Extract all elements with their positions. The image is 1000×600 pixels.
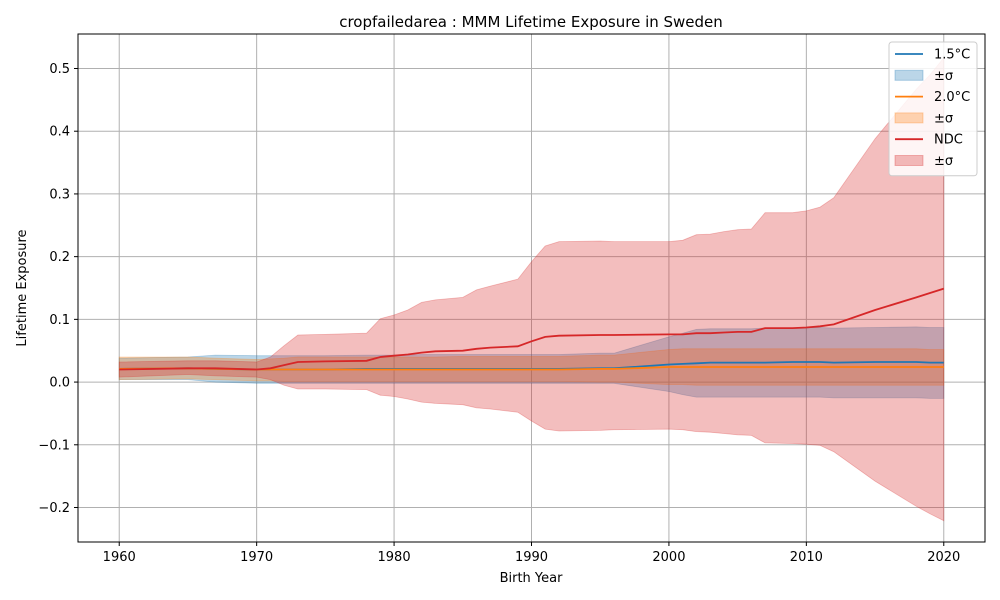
- grid: [78, 34, 985, 542]
- band-ndc: [118, 56, 945, 522]
- legend-band-swatch: [894, 155, 924, 166]
- y-axis-label: Lifetime Exposure: [15, 229, 30, 346]
- legend-label: 1.5°C: [934, 48, 970, 63]
- chart-title: cropfailedarea : MMM Lifetime Exposure i…: [339, 13, 723, 31]
- series-lines: [119, 287, 945, 371]
- legend-box: [888, 41, 978, 177]
- series-bands: [118, 56, 945, 522]
- y-axis-ticks: −0.2 −0.1 0.0 0.1 0.2 0.3 0.4 0.5: [38, 62, 78, 516]
- legend-label: ±σ: [934, 154, 953, 169]
- legend-label: NDC: [934, 133, 963, 148]
- y-tick-label: 0.3: [49, 187, 70, 202]
- y-tick-label: −0.1: [38, 438, 70, 453]
- band-20c: [118, 348, 945, 386]
- x-tick-label: 1960: [103, 550, 136, 565]
- legend: 1.5°C ±σ 2.0°C ±σ NDC ±σ: [888, 41, 978, 177]
- y-tick-label: 0.4: [49, 125, 70, 140]
- y-tick-label: −0.2: [38, 501, 70, 516]
- x-axis-ticks: 1960 1970 1980 1990 2000 2010 2020: [103, 542, 960, 565]
- legend-band-swatch: [894, 69, 924, 81]
- y-tick-label: 0.0: [49, 376, 70, 391]
- y-tick-label: 0.2: [49, 250, 70, 265]
- x-axis-label: Birth Year: [500, 571, 564, 586]
- x-tick-label: 2020: [927, 550, 960, 565]
- x-tick-label: 2010: [790, 550, 823, 565]
- x-tick-label: 1990: [515, 550, 548, 565]
- legend-label: 2.0°C: [934, 90, 970, 105]
- y-tick-label: 0.5: [49, 62, 70, 77]
- legend-band-swatch: [894, 112, 924, 124]
- y-tick-label: 0.1: [49, 313, 70, 328]
- legend-label: ±σ: [934, 69, 953, 84]
- series-line-ndc: [119, 287, 945, 371]
- band-15c: [118, 326, 945, 399]
- x-tick-label: 2000: [652, 550, 685, 565]
- legend-label: ±σ: [934, 111, 953, 126]
- x-tick-label: 1970: [240, 550, 273, 565]
- x-tick-label: 1980: [378, 550, 411, 565]
- series-line-20c: [119, 366, 944, 371]
